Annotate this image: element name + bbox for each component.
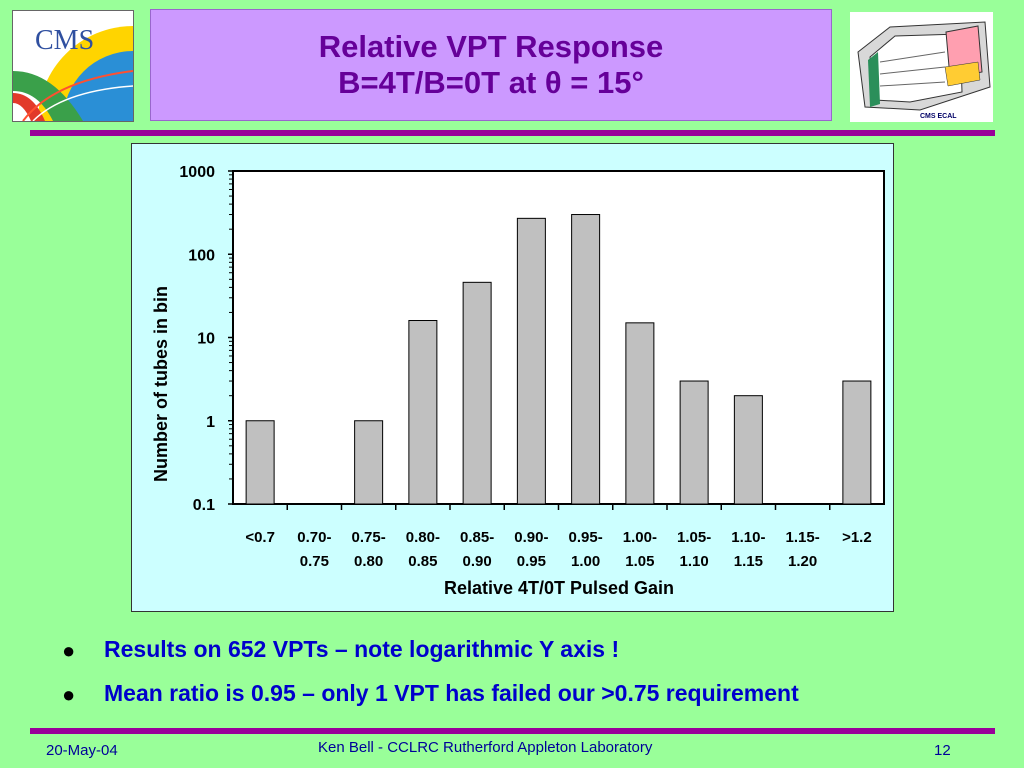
ecal-caption: CMS ECAL xyxy=(920,113,957,120)
bar xyxy=(625,322,655,505)
header-divider xyxy=(30,130,995,136)
x-tick-label: 1.00 xyxy=(571,553,600,570)
x-tick-label: 1.00- xyxy=(623,529,657,546)
y-tick-label: 10 xyxy=(197,331,215,348)
footer-page-number: 12 xyxy=(934,742,951,759)
bar xyxy=(733,395,763,505)
slide-title-box: Relative VPT Response B=4T/B=0T at θ = 1… xyxy=(150,9,832,121)
bullet-list: ● Results on 652 VPTs – note logarithmic… xyxy=(62,635,1002,723)
y-axis-label: Number of tubes in bin xyxy=(151,286,171,482)
bar xyxy=(462,281,492,505)
bullet-item: ● Results on 652 VPTs – note logarithmic… xyxy=(62,635,1002,679)
x-tick-label: 0.90 xyxy=(463,553,492,570)
x-tick-label: 0.70- xyxy=(297,529,331,546)
bar xyxy=(408,320,438,505)
slide-title-line2: B=4T/B=0T at θ = 15° xyxy=(338,65,644,100)
plot-area xyxy=(232,170,885,505)
x-tick-label: 1.10 xyxy=(680,553,709,570)
x-tick-label: 1.05 xyxy=(625,553,654,570)
x-tick-label: 0.95 xyxy=(517,553,546,570)
y-tick-label: 100 xyxy=(188,247,215,264)
bar xyxy=(245,420,275,505)
footer-author: Ken Bell - CCLRC Rutherford Appleton Lab… xyxy=(318,739,653,756)
ecal-detector-image: CMS ECAL xyxy=(850,12,993,122)
x-tick-label: 1.05- xyxy=(677,529,711,546)
x-tick-label: <0.7 xyxy=(245,529,275,546)
x-tick-label: 0.95- xyxy=(569,529,603,546)
x-tick-label: 1.15- xyxy=(786,529,820,546)
cms-logo: CMS xyxy=(12,10,134,122)
bar xyxy=(842,380,872,505)
x-tick-label: 0.80- xyxy=(406,529,440,546)
x-tick-label: 0.90- xyxy=(514,529,548,546)
bullet-text: Mean ratio is 0.95 – only 1 VPT has fail… xyxy=(104,680,799,706)
x-tick-label: 1.20 xyxy=(788,553,817,570)
footer-divider xyxy=(30,728,995,734)
bar xyxy=(354,420,384,505)
x-tick-label: >1.2 xyxy=(842,529,872,546)
bar xyxy=(571,214,601,505)
y-tick-label: 1000 xyxy=(179,164,215,181)
bullet-dot-icon: ● xyxy=(62,638,76,663)
x-tick-label: 0.85- xyxy=(460,529,494,546)
x-tick-label: 0.75 xyxy=(300,553,329,570)
ecal-detector-graphic: CMS ECAL xyxy=(857,21,991,120)
footer-date: 20-May-04 xyxy=(46,742,118,759)
x-tick-label: 1.15 xyxy=(734,553,763,570)
x-tick-label: 0.80 xyxy=(354,553,383,570)
x-axis-label: Relative 4T/0T Pulsed Gain xyxy=(444,578,674,598)
slide-title-line1: Relative VPT Response xyxy=(318,29,664,64)
y-tick-label: 0.1 xyxy=(193,497,215,514)
x-tick-label: 0.75- xyxy=(352,529,386,546)
x-tick-label: 1.10- xyxy=(731,529,765,546)
y-tick-label: 1 xyxy=(206,414,215,431)
bar xyxy=(679,380,709,505)
cms-logo-graphic: CMS xyxy=(13,25,133,121)
bar xyxy=(516,217,546,505)
bullet-dot-icon: ● xyxy=(62,682,76,707)
bullet-text: Results on 652 VPTs – note logarithmic Y… xyxy=(104,636,620,662)
bar-chart: Number of tubes in bin Relative 4T/0T Pu… xyxy=(151,164,885,598)
cms-logo-text: CMS xyxy=(35,25,94,56)
x-tick-label: 0.85 xyxy=(408,553,437,570)
chart-panel: Number of tubes in bin Relative 4T/0T Pu… xyxy=(131,143,894,612)
bullet-item: ● Mean ratio is 0.95 – only 1 VPT has fa… xyxy=(62,679,1002,723)
